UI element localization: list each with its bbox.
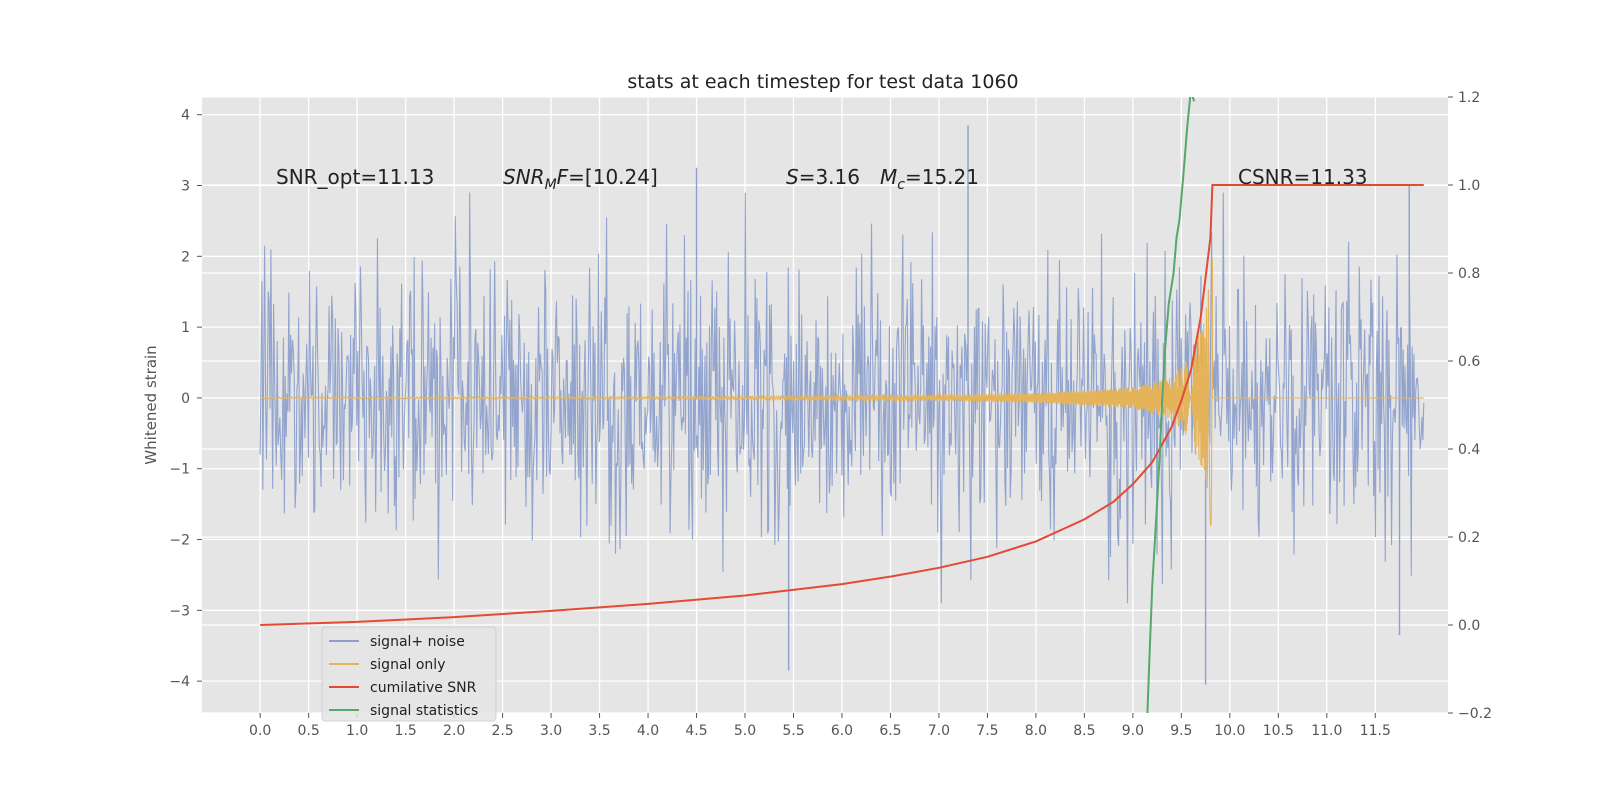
- annotation-snr-mf-part: F: [557, 165, 569, 189]
- annotation-s-mc-part: M: [880, 165, 897, 189]
- x-tick-label: 6.5: [879, 723, 901, 739]
- y-tick-label: 1: [181, 320, 190, 336]
- x-tick-label: 9.5: [1170, 723, 1192, 739]
- annotation-snr-mf-part: SNR: [503, 165, 545, 189]
- x-tick-label: 0.5: [298, 723, 320, 739]
- y-tick-label: −3: [169, 603, 190, 619]
- annotation-s-mc-part: =15.21: [905, 165, 979, 189]
- y-tick-label: 0: [181, 391, 190, 407]
- x-tick-label: 6.0: [831, 723, 853, 739]
- y2-tick-label: −0.2: [1458, 706, 1492, 722]
- x-tick-label: 0.0: [249, 723, 271, 739]
- x-tick-label: 8.5: [1073, 723, 1095, 739]
- x-tick-label: 5.0: [734, 723, 756, 739]
- y2-tick-label: 0.0: [1458, 618, 1480, 634]
- annotation-snr-opt: SNR_opt=11.13: [276, 165, 434, 189]
- x-tick-label: 3.5: [588, 723, 610, 739]
- x-tick-label: 7.0: [928, 723, 950, 739]
- y-tick-label: −2: [169, 533, 190, 549]
- series-signal-noise-line: [259, 192, 1425, 604]
- y-axis-label: Whitened strain: [142, 345, 160, 464]
- annotation-snr-mf-part: M: [545, 177, 557, 193]
- x-tick-label: 8.0: [1025, 723, 1047, 739]
- x-tick-label: 2.0: [443, 723, 465, 739]
- x-tick-label: 7.5: [976, 723, 998, 739]
- x-tick-label: 10.0: [1214, 723, 1245, 739]
- y-tick-label: 2: [181, 249, 190, 265]
- axes-layer: 0.0 0.5 1.0 1.5 2.0 2.5 3.0 3.5 4.0 4.5 5.0 5.5 6.0 6…: [169, 90, 1492, 739]
- y2-tick-label: 1.0: [1458, 178, 1480, 194]
- x-tick-label: 11.0: [1311, 723, 1342, 739]
- annotation-s-mc: S=3.16 Mc=15.21: [786, 165, 979, 193]
- x-tick-label: 9.0: [1122, 723, 1144, 739]
- x-tick-label: 1.5: [394, 723, 416, 739]
- legend-box: [321, 626, 497, 722]
- chart-title: stats at each timestep for test data 106…: [627, 71, 1018, 93]
- annotation-snr-mf-part: =[10.24]: [568, 165, 658, 189]
- x-tick-label: 10.5: [1263, 723, 1294, 739]
- annotations: SNR_opt=11.13 SNRMF=[10.24] S=3.16 Mc=15…: [276, 165, 1368, 193]
- y-tick-label: −1: [169, 462, 190, 478]
- legend: signal+ noise signal only cumilative SNR si…: [321, 626, 497, 722]
- series-signal-only-line: [259, 258, 1424, 527]
- y-tick-label: 3: [181, 179, 190, 195]
- legend-item-cumulative-snr-label: cumilative SNR: [370, 680, 477, 696]
- legend-item-signal-only-label: signal only: [370, 657, 445, 673]
- series-signal-statistics-line: [1146, 97, 1195, 713]
- y2-tick-label: 0.8: [1458, 266, 1480, 282]
- y2-tick-label: 0.6: [1458, 354, 1480, 370]
- x-tick-label: 11.5: [1360, 723, 1391, 739]
- x-tick-label: 4.5: [685, 723, 707, 739]
- annotation-csnr: CSNR=11.33: [1238, 165, 1368, 189]
- legend-item-signal-noise-label: signal+ noise: [370, 634, 465, 650]
- annotation-snr-mf: SNRMF=[10.24]: [503, 165, 658, 193]
- x-tick-label: 5.5: [782, 723, 804, 739]
- y2-tick-label: 0.4: [1458, 442, 1480, 458]
- y-tick-label: 4: [181, 108, 190, 124]
- x-tick-label: 2.5: [491, 723, 513, 739]
- series-cumulative-snr-line: [260, 184, 1424, 626]
- annotation-s-mc-part: =3.16: [799, 165, 880, 189]
- legend-item-signal-statistics-label: signal statistics: [370, 703, 478, 719]
- annotation-s-mc-part: c: [897, 177, 905, 193]
- series-layer: [259, 97, 1425, 713]
- annotation-s-mc-part: S: [786, 165, 799, 189]
- x-tick-label: 3.0: [540, 723, 562, 739]
- y-tick-label: −4: [169, 674, 190, 690]
- y2-tick-label: 1.2: [1458, 90, 1480, 106]
- x-tick-label: 4.0: [637, 723, 659, 739]
- x-tick-label: 1.0: [346, 723, 368, 739]
- y2-tick-label: 0.2: [1458, 530, 1480, 546]
